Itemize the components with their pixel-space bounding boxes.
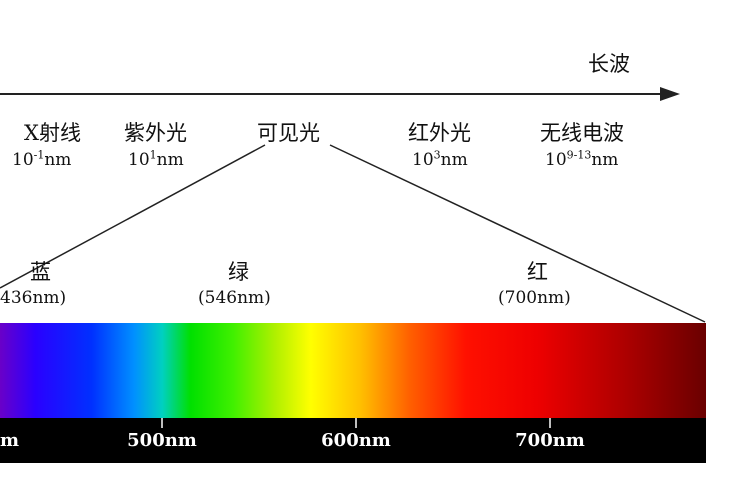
region-ir-name: 红外光 [408, 121, 471, 145]
spectrum-bar [0, 323, 706, 418]
tick-label-500: 500nm [127, 430, 197, 451]
color-blue-wavelength: 436nm) [0, 288, 67, 308]
visible-line-right [329, 144, 706, 323]
region-radio-name: 无线电波 [540, 121, 624, 145]
axis-arrowhead [660, 87, 680, 101]
region-ir-value: 103nm [412, 148, 468, 170]
tick-label-700: 700nm [515, 430, 585, 451]
color-green-name: 绿 [228, 260, 249, 284]
color-red-name: 红 [527, 260, 548, 284]
color-blue-name: 蓝 [30, 260, 51, 284]
axis-direction-label: 长波 [588, 52, 630, 76]
spectrum-scale-bar [0, 418, 706, 463]
region-xray-name: X射线 [24, 121, 81, 145]
region-xray-value: 10-1nm [12, 148, 72, 170]
color-red-wavelength: (700nm) [498, 288, 571, 308]
tick-label-600: 600nm [321, 430, 391, 451]
tick-label-400: m [0, 430, 20, 451]
region-radio-value: 109-13nm [545, 148, 619, 170]
region-uv-name: 紫外光 [124, 121, 187, 145]
spectrum-ticks [161, 418, 551, 428]
visible-line-left [0, 144, 266, 289]
region-uv-value: 101nm [128, 148, 184, 170]
color-green-wavelength: (546nm) [198, 288, 271, 308]
region-visible-name: 可见光 [257, 121, 320, 145]
